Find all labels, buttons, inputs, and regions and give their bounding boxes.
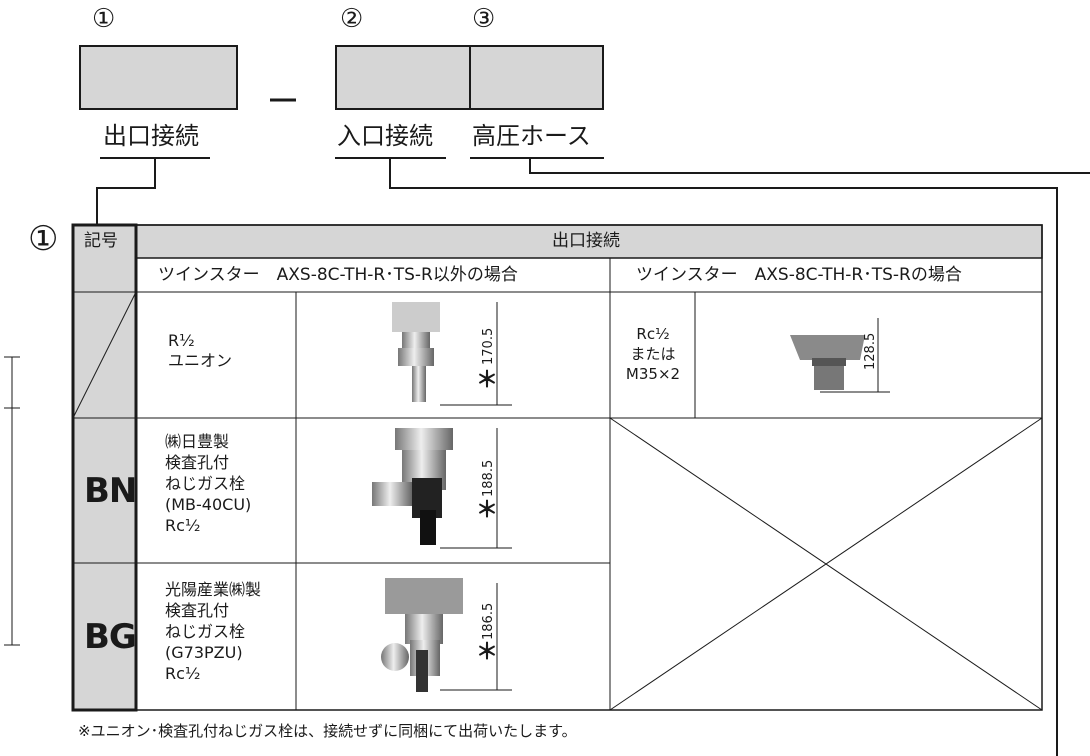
description: 光陽産業㈱製 xyxy=(165,580,262,599)
alt-description: または xyxy=(630,345,676,363)
code: BN xyxy=(84,471,137,511)
table-marker: ① xyxy=(28,219,59,259)
description: (MB-40CU) xyxy=(165,495,252,514)
description: ねじガス栓 xyxy=(165,474,246,493)
code: BG xyxy=(84,617,137,657)
slot-number: ② xyxy=(340,4,364,34)
note-mark: ＊ xyxy=(476,640,499,665)
description: ねじガス栓 xyxy=(165,622,246,641)
alt-dimension: 128.5 xyxy=(863,332,878,370)
dimension: 186.5 xyxy=(481,602,496,640)
table-header: 記号 xyxy=(84,231,118,251)
description: (G73PZU) xyxy=(165,643,243,662)
description: ㈱日豊製 xyxy=(165,432,230,451)
slot-number: ③ xyxy=(472,4,496,34)
description: Rc¹⁄₂ xyxy=(165,664,201,683)
dimension: 170.5 xyxy=(481,327,496,365)
alt-description: Rc¹⁄₂ xyxy=(636,325,670,343)
slot-label: 出口接続 xyxy=(103,122,199,150)
description: 検査孔付 xyxy=(165,453,230,472)
note-mark: ＊ xyxy=(476,498,499,523)
slot-label: 高圧ホース xyxy=(472,122,591,150)
table-subheader: ツインスター AXS-8C-TH-R･TS-Rの場合 xyxy=(636,265,962,285)
table-subheader: ツインスター AXS-8C-TH-R･TS-R以外の場合 xyxy=(158,265,518,285)
description: 検査孔付 xyxy=(165,601,230,620)
description: Rc¹⁄₂ xyxy=(165,516,201,535)
slot-number: ① xyxy=(92,4,116,34)
table-header: 出口接続 xyxy=(552,231,620,251)
slot-label: 入口接続 xyxy=(337,122,433,150)
footnote: ※ユニオン･検査孔付ねじガス栓は、接続せずに同梱にて出荷いたします。 xyxy=(78,722,577,740)
description: R¹⁄₂ xyxy=(168,331,195,350)
alt-description: M35×2 xyxy=(625,365,681,383)
description: ユニオン xyxy=(168,351,233,370)
dimension: 188.5 xyxy=(481,459,496,497)
note-mark: ＊ xyxy=(476,368,499,393)
